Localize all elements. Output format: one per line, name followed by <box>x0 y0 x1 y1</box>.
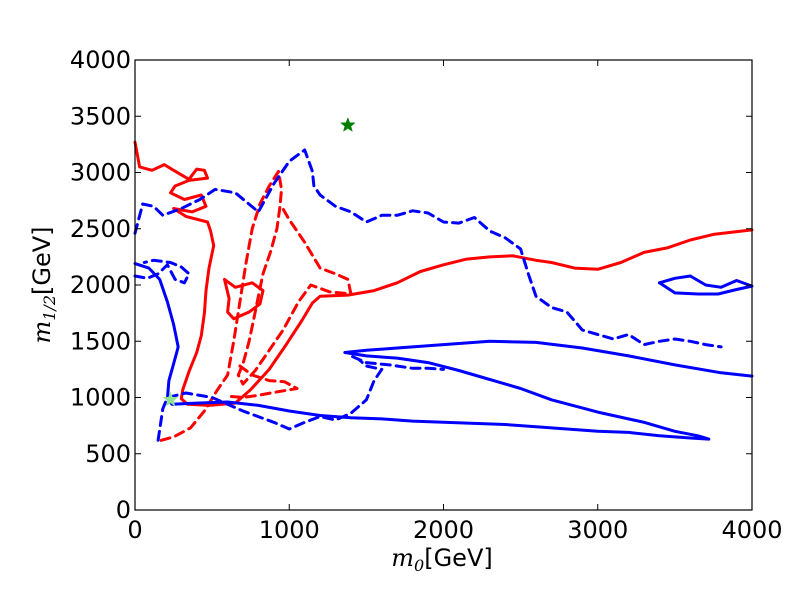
y-tick-label: 4000 <box>70 46 131 74</box>
x-tick-label: 4000 <box>721 516 782 544</box>
y-tick-label: 1500 <box>70 327 131 355</box>
red-dashed-lower <box>229 364 299 399</box>
x-tick-label: 0 <box>127 516 142 544</box>
y-tick-label: 2000 <box>70 271 131 299</box>
light-star <box>162 391 179 407</box>
y-tick-label: 1000 <box>70 384 131 412</box>
y-tick-label: 3500 <box>70 102 131 130</box>
red-dashed-contour <box>159 169 353 442</box>
x-axis-label: m0[GeV] <box>391 544 492 575</box>
y-tick-label: 3000 <box>70 159 131 187</box>
blue-dashed-lower <box>156 354 445 442</box>
plot-frame <box>134 59 753 511</box>
x-tick-label: 1000 <box>259 516 320 544</box>
x-tick-label: 2000 <box>413 516 474 544</box>
blue-dashed-contour <box>133 148 723 349</box>
y-tick-label: 0 <box>116 496 131 524</box>
benchmark-star <box>340 117 356 132</box>
y-tick-label: 2500 <box>70 215 131 243</box>
x-tick-label: 3000 <box>567 516 628 544</box>
blue-dashed-left <box>133 258 191 285</box>
marker-layer <box>162 117 356 407</box>
y-axis-label: m1/2[GeV] <box>28 226 59 343</box>
tick-layer: 0 1000 2000 3000 4000 0 500 1000 1500 2000 2500 300… <box>70 46 783 544</box>
y-tick-label: 500 <box>85 440 131 468</box>
series-layer <box>133 140 754 442</box>
blue-solid-right <box>657 274 754 296</box>
